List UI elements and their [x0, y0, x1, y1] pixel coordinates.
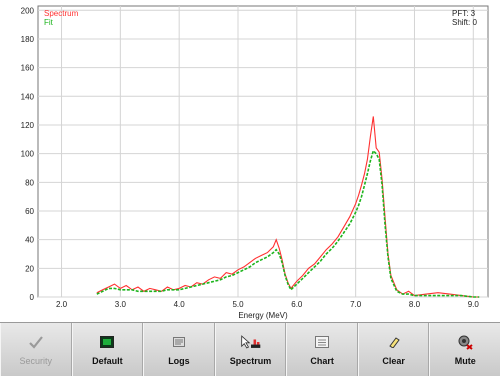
eraser-icon	[383, 333, 405, 351]
default-button[interactable]: Default	[71, 323, 144, 376]
x-tick-label: 5.0	[232, 300, 244, 309]
spectrum-label: Spectrum	[229, 356, 272, 366]
mute-label: Mute	[454, 356, 476, 366]
x-tick-label: 8.0	[409, 300, 421, 309]
x-axis-label: Energy (MeV)	[238, 311, 288, 320]
spectrum-icon	[240, 333, 262, 351]
y-tick-label: 200	[21, 6, 35, 15]
series-line-fit	[96, 149, 480, 298]
chart-button[interactable]: Chart	[286, 323, 358, 376]
x-tick-label: 7.0	[350, 300, 362, 309]
y-tick-label: 100	[21, 150, 35, 159]
legend: Spectrum Fit	[44, 9, 79, 27]
x-tick-label: 2.0	[56, 300, 68, 309]
security-button[interactable]: Security	[0, 323, 72, 376]
x-tick-label: 4.0	[174, 300, 186, 309]
x-tick-label: 6.0	[291, 300, 303, 309]
y-tick-label: 0	[30, 293, 35, 302]
series-layer	[96, 116, 480, 298]
x-tick-label: 9.0	[468, 300, 480, 309]
chart-label: Chart	[310, 356, 334, 366]
y-tick-label: 40	[25, 236, 34, 245]
spectrum-button[interactable]: Spectrum	[214, 323, 287, 376]
plot-frame	[37, 5, 489, 298]
y-tick-label: 80	[25, 178, 34, 187]
y-tick-label: 180	[21, 35, 35, 44]
legend-spectrum: Spectrum	[44, 9, 79, 18]
speaker-mute-icon	[454, 333, 476, 351]
y-tick-label: 60	[25, 207, 34, 216]
pft-readout: PFT: 3	[452, 9, 476, 18]
clear-button[interactable]: Clear	[357, 323, 430, 376]
default-label: Default	[92, 356, 123, 366]
logs-label: Logs	[168, 356, 190, 366]
x-tick-label: 3.0	[115, 300, 127, 309]
grid	[38, 6, 488, 298]
spectrum-chart-svg: 0 20 40 60 80 100 120 140 160 180 200 2.0 3.0 4.0 5.0 6…	[21, 5, 489, 320]
y-tick-label: 20	[25, 264, 34, 273]
spectrum-chart: 0 20 40 60 80 100 120 140 160 180 200 2.0 3.0 4.0 5.0 6…	[20, 5, 489, 320]
mute-button[interactable]: Mute	[429, 323, 500, 376]
security-label: Security	[19, 356, 53, 366]
clear-label: Clear	[382, 356, 405, 366]
default-screen-icon	[96, 333, 118, 351]
logs-icon	[168, 333, 190, 351]
info-box: PFT: 3 Shift: 0	[452, 9, 477, 27]
tick-labels: 0 20 40 60 80 100 120 140 160 180 200 2.0 3.0 4.0 5.0 6…	[21, 6, 480, 309]
y-tick-label: 140	[21, 92, 35, 101]
shift-readout: Shift: 0	[452, 18, 477, 27]
check-icon	[25, 333, 47, 351]
logs-button[interactable]: Logs	[143, 323, 215, 376]
legend-fit: Fit	[44, 18, 54, 27]
y-tick-label: 160	[21, 64, 35, 73]
chart-icon	[311, 333, 333, 351]
bottom-toolbar: Security Default Logs Spectrum Chart Cle…	[0, 322, 500, 376]
y-tick-label: 120	[21, 121, 35, 130]
